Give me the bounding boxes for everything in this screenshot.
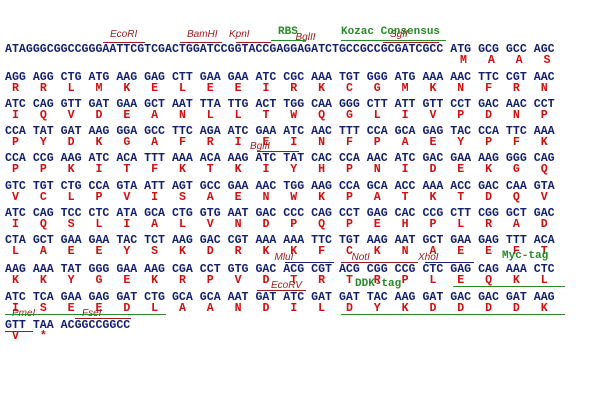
region-line — [341, 262, 418, 263]
translation: R R L M K E L E E I R K C G M K N F R N — [12, 82, 548, 95]
dna-sequence: CTA GCT GAA GAA TAC TCT AAG GAC CGT AAA … — [5, 234, 555, 247]
region-line — [75, 318, 131, 319]
dna-sequence: ATC CAG GTT GAT GAA GCT AAT TTA TTG ACT … — [5, 98, 555, 111]
feature-label: Myc-tag — [502, 250, 549, 262]
restriction-site: PmeI — [12, 308, 36, 319]
translation: V C L P V I S A E N W K P A T K T D Q V — [12, 191, 548, 204]
region-line — [257, 290, 306, 291]
dna-sequence: GTC TGT CTG CCA GTA ATT AGT GCC GAA AAC … — [5, 180, 555, 193]
translation: K K Y G E K R P V D T R T R P L E Q K L — [12, 274, 548, 287]
translation: P P K I T F K T K I Y H P N I D E K G Q — [12, 163, 548, 176]
dna-sequence: GTT TAA ACGGCCGGCC — [5, 319, 131, 332]
restriction-site: BamHI — [187, 29, 218, 40]
region-line — [383, 42, 439, 43]
restriction-site: EcoRV — [271, 280, 302, 291]
region-line — [5, 331, 33, 332]
feature-label: DDK-tag — [355, 278, 402, 290]
region-line — [236, 42, 271, 43]
region-line — [453, 286, 565, 287]
restriction-site: SgfI — [390, 29, 408, 40]
region-line — [257, 151, 299, 152]
translation: I Q S L I A L V N D P Q P E H P L R A D — [12, 218, 548, 231]
restriction-site: MluI — [274, 252, 294, 263]
region-line — [341, 314, 565, 315]
restriction-site: XhoI — [418, 252, 439, 263]
region-line — [180, 42, 222, 43]
dna-sequence: AGG AGG CTG ATG AAG GAG CTT GAA GAA ATC … — [5, 71, 555, 84]
region-line — [5, 314, 166, 315]
dna-sequence: ATAGGGCGGCCGGGAATTCGTCGACTGGATCCGGTACCGA… — [5, 43, 555, 56]
restriction-site: BglII — [250, 141, 271, 152]
feature-label: RBS — [278, 26, 298, 38]
region-line — [285, 262, 334, 263]
region-line — [341, 40, 446, 41]
restriction-site: KpnI — [229, 29, 250, 40]
dna-sequence: CCA CCG AAG ATC ACA TTT AAA ACA AAG ATC … — [5, 152, 555, 165]
restriction-site: FseI — [82, 308, 102, 319]
translation: V * — [12, 330, 47, 343]
restriction-site: BglII — [295, 32, 316, 43]
translation: P Y D K G A F R I E I N F P A E Y P F K — [12, 136, 548, 149]
region-line — [103, 42, 145, 43]
region-line — [425, 262, 474, 263]
translation: I Q V D E A N L L T W Q G L I V P D N P — [12, 109, 548, 122]
translation: L A E E Y S K D R K K F C K N A E E F T — [12, 245, 548, 258]
region-line — [271, 40, 306, 41]
dna-sequence: AAG AAA TAT GGG GAA AAG CGA CCT GTG GAC … — [5, 263, 555, 276]
dna-sequence: ATC CAG TCC CTC ATA GCA CTG GTG AAT GAC … — [5, 207, 555, 220]
dna-sequence: CCA TAT GAT AAG GGA GCC TTC AGA ATC GAA … — [5, 125, 555, 138]
dna-sequence: ATC TCA GAA GAG GAT CTG GCA GCA AAT GAT … — [5, 291, 555, 304]
feature-label: Kozac Consensus — [341, 26, 441, 38]
translation: I S E E D L A A N D I L D Y K D D D D K — [12, 302, 548, 315]
restriction-site: NotI — [351, 252, 370, 263]
restriction-site: EcoRI — [110, 29, 138, 40]
translation: M A A S — [460, 54, 551, 67]
